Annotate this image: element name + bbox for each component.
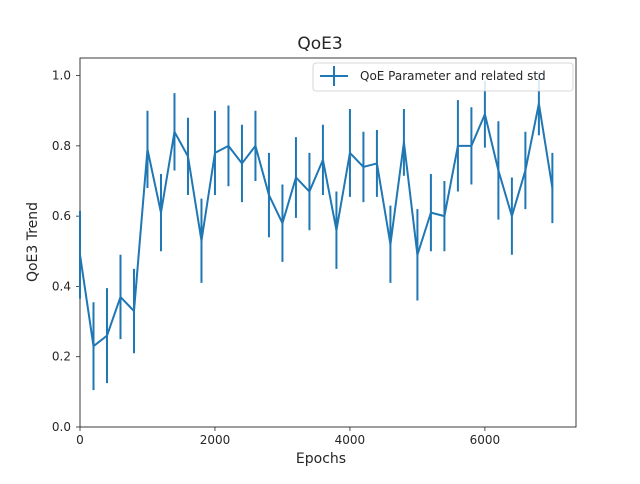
x-tick-label: 0 <box>76 433 84 447</box>
x-axis-label: Epochs <box>296 451 346 467</box>
x-axis-ticks: 0 2000 4000 6000 <box>76 427 500 447</box>
y-tick-label: 0.4 <box>52 279 71 293</box>
series-line <box>79 102 554 348</box>
y-tick-label: 0.8 <box>52 139 71 153</box>
legend-entry-label: QoE Parameter and related std <box>360 69 546 83</box>
y-axis-label: QoE3 Trend <box>25 202 41 282</box>
legend: QoE Parameter and related std <box>312 62 574 92</box>
y-tick-label: 0.0 <box>52 420 71 434</box>
y-tick-label: 0.6 <box>52 209 71 223</box>
x-tick-label: 4000 <box>335 433 366 447</box>
y-tick-label: 0.2 <box>52 350 71 364</box>
x-tick-label: 6000 <box>470 433 501 447</box>
y-tick-label: 1.0 <box>52 69 71 83</box>
y-axis-ticks: 0.0 0.2 0.4 0.6 0.8 1.0 <box>52 69 80 434</box>
legend-box <box>312 62 574 92</box>
plot-area <box>79 57 577 428</box>
chart-title: QoE3 <box>297 34 342 54</box>
x-tick-label: 2000 <box>200 433 231 447</box>
